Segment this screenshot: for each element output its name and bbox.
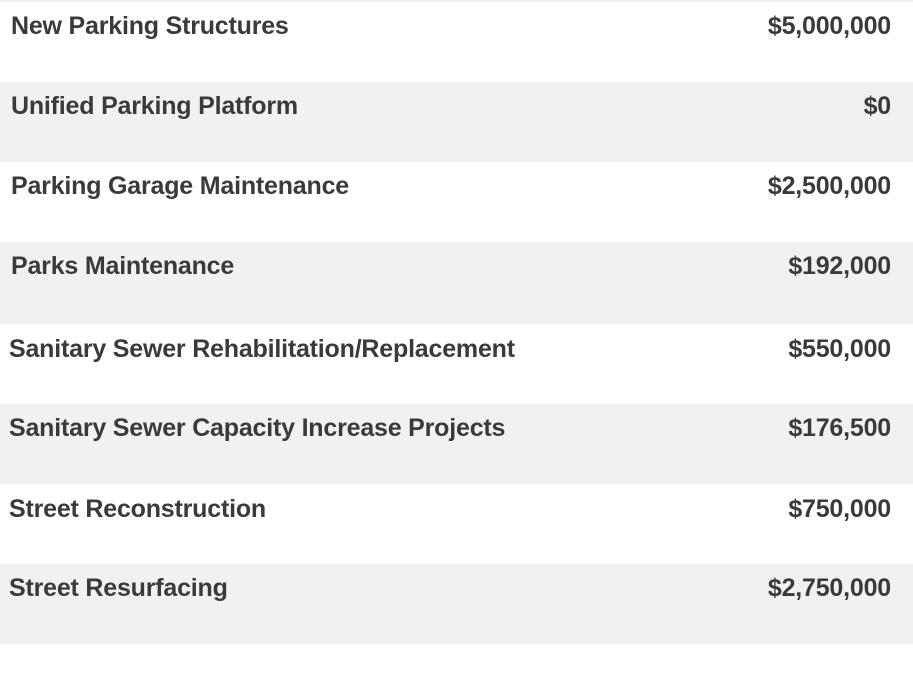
table-row: Parks Maintenance $192,000 bbox=[0, 242, 913, 324]
row-label: Sanitary Sewer Rehabilitation/Replacemen… bbox=[9, 335, 515, 363]
table-row: New Parking Structures $5,000,000 bbox=[0, 2, 913, 82]
table-row: Sanitary Sewer Rehabilitation/Replacemen… bbox=[0, 324, 913, 404]
table-row: Street Reconstruction $750,000 bbox=[0, 484, 913, 564]
row-label: Unified Parking Platform bbox=[11, 92, 298, 120]
table-row: Street Resurfacing $2,750,000 bbox=[0, 564, 913, 644]
table-row: Sanitary Sewer Capacity Increase Project… bbox=[0, 404, 913, 484]
row-label: Parks Maintenance bbox=[11, 252, 235, 280]
row-label: Street Resurfacing bbox=[9, 574, 228, 602]
table-row: Unified Parking Platform $0 bbox=[0, 82, 913, 162]
row-amount: $2,500,000 bbox=[767, 172, 891, 200]
row-label: New Parking Structures bbox=[11, 12, 289, 40]
row-amount: $550,000 bbox=[788, 335, 891, 363]
row-amount: $192,000 bbox=[788, 252, 891, 280]
row-label: Parking Garage Maintenance bbox=[11, 172, 349, 200]
row-amount: $750,000 bbox=[788, 495, 891, 523]
row-label: Street Reconstruction bbox=[9, 495, 266, 523]
row-amount: $0 bbox=[863, 92, 892, 120]
table-top-divider bbox=[0, 0, 913, 2]
row-amount: $176,500 bbox=[788, 414, 891, 442]
table-row: Parking Garage Maintenance $2,500,000 bbox=[0, 162, 913, 242]
row-amount: $5,000,000 bbox=[767, 12, 891, 40]
row-label: Sanitary Sewer Capacity Increase Project… bbox=[9, 414, 506, 442]
row-amount: $2,750,000 bbox=[767, 574, 891, 602]
